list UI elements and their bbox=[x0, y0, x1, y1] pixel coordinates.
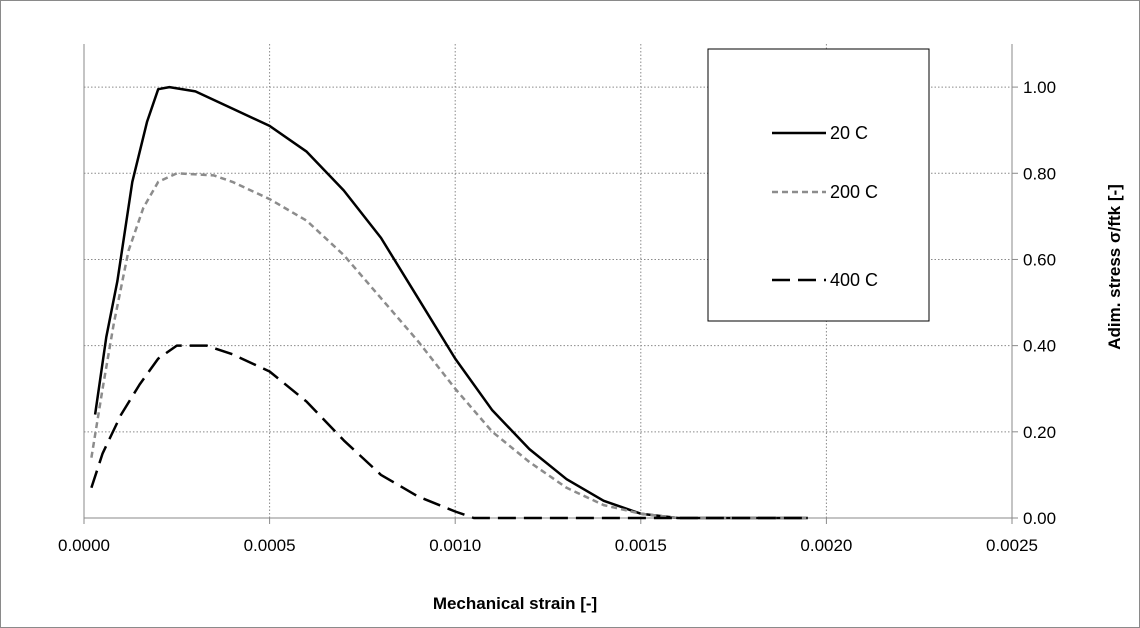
y-tick-label: 1.00 bbox=[1023, 78, 1056, 97]
legend-box bbox=[707, 48, 930, 322]
legend-label: 400 C bbox=[830, 270, 878, 290]
y-tick-label: 0.20 bbox=[1023, 423, 1056, 442]
x-axis-title: Mechanical strain [-] bbox=[433, 594, 597, 613]
x-tick-label: 0.0015 bbox=[615, 536, 667, 555]
x-tick-label: 0.0005 bbox=[244, 536, 296, 555]
legend-label: 200 C bbox=[830, 182, 878, 202]
y-tick-label: 0.80 bbox=[1023, 164, 1056, 183]
series-lines bbox=[90, 85, 808, 520]
series-line-400-c bbox=[90, 344, 808, 520]
x-tick-label: 0.0000 bbox=[58, 536, 110, 555]
legend: 20 C 200 C 400 C bbox=[707, 48, 930, 322]
tick-labels: 0.0000 0.0005 0.0010 0.0015 0.0020 0.0025 0.00… bbox=[58, 78, 1056, 555]
y-tick-label: 0.40 bbox=[1023, 337, 1056, 356]
x-tick-label: 0.0020 bbox=[800, 536, 852, 555]
legend-label: 20 C bbox=[830, 123, 868, 143]
y-axis-title: Adim. stress σ/ftk [-] bbox=[1105, 184, 1124, 350]
x-tick-label: 0.0010 bbox=[429, 536, 481, 555]
axes bbox=[83, 44, 1018, 524]
series-line-20-c bbox=[93, 85, 808, 520]
gridlines bbox=[84, 44, 1012, 518]
y-tick-label: 0.60 bbox=[1023, 250, 1056, 269]
series-line-200-c bbox=[90, 172, 808, 520]
x-tick-label: 0.0025 bbox=[986, 536, 1038, 555]
y-tick-label: 0.00 bbox=[1023, 509, 1056, 528]
